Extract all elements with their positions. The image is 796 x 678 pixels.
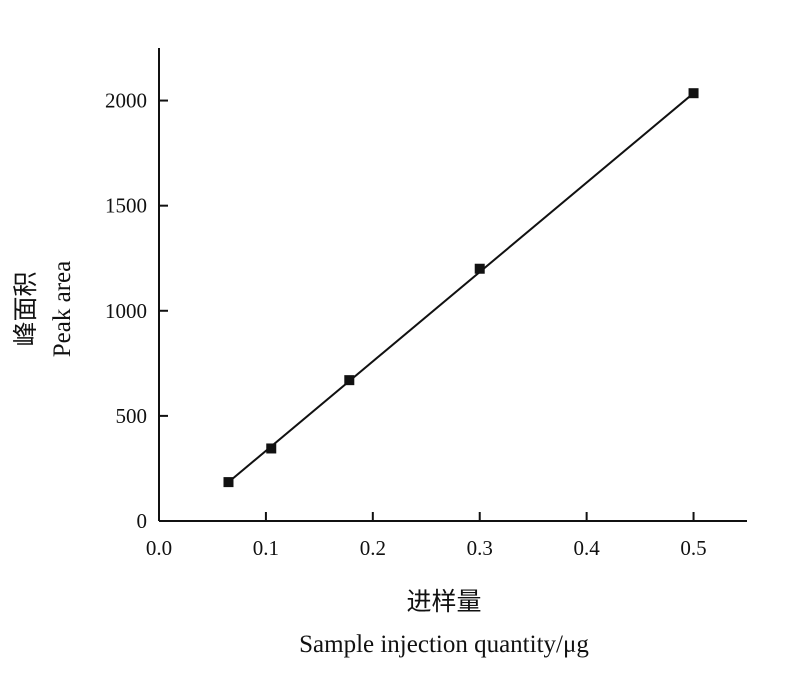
x-tick-label: 0.2 [360,536,386,560]
axes [158,48,747,522]
fit-line-group [227,92,695,483]
data-points [223,88,699,488]
x-axis-title-en: Sample injection quantity/μg [299,631,589,658]
x-tick-label: 0.1 [253,536,279,560]
data-point [266,443,277,454]
data-point [344,375,355,386]
data-point [474,263,485,274]
x-tick-label: 0.3 [467,536,493,560]
data-point [688,88,699,99]
x-axis-title-cn: 进样量 [406,588,481,616]
y-tick-label: 1000 [105,299,147,323]
y-tick-label: 1500 [105,194,147,218]
data-point [223,477,234,488]
y-axis-title-cn: 峰面积 [12,271,40,346]
x-tick-label: 0.4 [574,536,601,560]
fit-line [227,92,695,483]
y-tick-label: 2000 [105,89,147,113]
x-tick-label: 0.5 [680,536,706,560]
x-tick-label: 0.0 [146,536,172,560]
y-tick-label: 0 [137,509,148,533]
y-axis-title-en: Peak area [49,261,76,357]
y-ticks: 0 500 1000 1500 2000 [105,89,168,533]
y-tick-label: 500 [116,404,148,428]
x-ticks: 0.0 0.1 0.2 0.3 0.4 0.5 [146,512,707,560]
